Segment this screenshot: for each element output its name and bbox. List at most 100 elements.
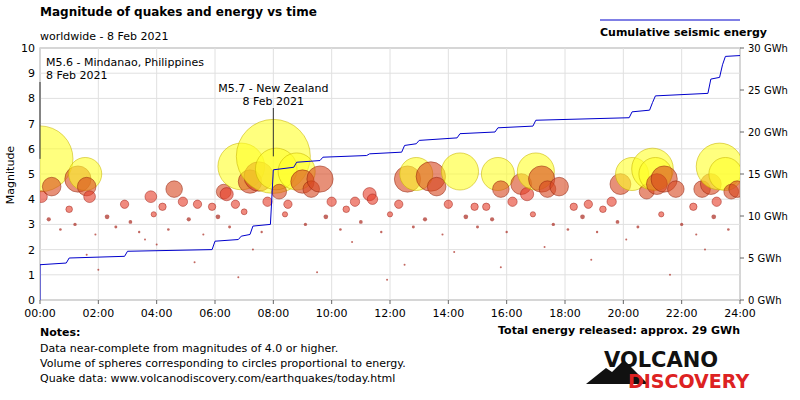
quake-bubble — [444, 200, 452, 208]
quake-bubble — [453, 251, 455, 253]
quake-bubble — [84, 191, 96, 203]
y2-tick-label: 25 GWh — [748, 85, 788, 96]
quake-bubble — [156, 244, 158, 246]
quake-bubble — [704, 249, 706, 251]
note: Volume of spheres corresponding to circl… — [40, 357, 406, 370]
y-tick-label: 2 — [28, 244, 35, 257]
quake-bubble — [260, 231, 262, 233]
quake-bubble — [187, 217, 191, 221]
quake-bubble — [596, 231, 598, 233]
annotation-date: 8 Feb 2021 — [243, 95, 304, 108]
quake-bubble — [304, 223, 307, 226]
y-tick-label: 5 — [28, 168, 35, 181]
plot-area — [40, 56, 740, 300]
plot-frame — [40, 48, 740, 300]
quake-bubble — [178, 197, 187, 206]
x-tick-label: 02:00 — [82, 307, 114, 320]
y2-tick — [740, 132, 744, 133]
quake-bubble — [284, 200, 292, 208]
quake-bubble — [86, 254, 88, 256]
quake-bubble — [544, 246, 546, 248]
quake-bubble — [427, 177, 446, 196]
y-tick-label: 8 — [28, 92, 35, 105]
quake-bubble — [42, 177, 61, 196]
quake-bubble — [367, 194, 377, 204]
x-tick — [740, 300, 741, 304]
quake-bubble — [159, 203, 166, 210]
quake-bubble — [272, 184, 287, 199]
y-tick-label: 0 — [28, 294, 35, 307]
annotation-date: 8 Feb 2021 — [46, 69, 107, 82]
quake-bubble — [395, 200, 403, 208]
x-tick-label: 08:00 — [257, 307, 289, 320]
quake-bubble — [607, 197, 616, 206]
x-tick — [156, 300, 157, 304]
quake-bubble — [350, 197, 359, 206]
quake-bubble — [47, 217, 51, 221]
grid-line — [565, 48, 566, 300]
quake-bubble — [483, 203, 490, 210]
y-tick-label: 9 — [28, 67, 35, 80]
x-tick-label: 00:00 — [24, 307, 56, 320]
x-tick — [565, 300, 566, 304]
quake-bubble — [530, 212, 535, 217]
quake-bubble — [216, 215, 221, 220]
x-tick — [98, 300, 99, 304]
x-tick-label: 24:00 — [724, 307, 756, 320]
legend-line — [600, 20, 740, 21]
quake-bubble — [387, 212, 392, 217]
y2-tick-label: 15 GWh — [748, 169, 788, 180]
quake-bubble — [138, 231, 140, 233]
quake-bubble — [441, 153, 478, 190]
quake-bubble — [500, 266, 502, 268]
total-energy: Total energy released: approx. 29 GWh — [498, 324, 740, 337]
y2-tick — [740, 258, 744, 259]
quake-bubble — [151, 212, 156, 217]
quake-bubble — [729, 181, 740, 198]
quake-bubble — [343, 206, 350, 213]
x-tick — [215, 300, 216, 304]
quake-bubble — [505, 231, 507, 233]
quake-bubble — [712, 197, 721, 206]
x-tick-label: 12:00 — [374, 307, 406, 320]
logo-text: VOLCANO — [604, 348, 718, 372]
quake-bubble — [711, 215, 716, 220]
quake-bubble — [508, 197, 517, 206]
quake-bubble — [231, 200, 239, 208]
quake-bubble — [616, 220, 620, 224]
quake-bubble — [580, 215, 585, 220]
x-tick — [331, 300, 332, 304]
quake-bubble — [220, 188, 233, 201]
y-tick-label: 1 — [28, 269, 35, 282]
quake-bubble — [600, 206, 607, 213]
annotation: M5.7 - New Zealand — [218, 82, 328, 95]
quake-bubble — [339, 228, 342, 231]
x-tick — [40, 300, 41, 304]
y2-tick — [740, 174, 744, 175]
quake-bubble — [114, 225, 117, 228]
y2-tick — [740, 48, 744, 49]
quake-bubble — [145, 191, 157, 203]
quake-bubble — [386, 279, 388, 281]
quake-bubble — [441, 233, 443, 235]
quake-bubble — [129, 220, 133, 224]
y2-tick — [740, 216, 744, 217]
y2-tick-label: 20 GWh — [748, 127, 788, 138]
x-tick-label: 22:00 — [666, 307, 698, 320]
quake-bubble — [584, 200, 592, 208]
title: Magnitude of quakes and energy vs time — [40, 5, 317, 19]
quake-bubble — [567, 228, 570, 231]
quake-bubble — [412, 225, 415, 228]
quake-bubble — [228, 225, 231, 228]
quake-bubble — [636, 225, 639, 228]
quake-bubble — [490, 217, 494, 221]
quake-bubble — [727, 228, 730, 231]
y2-tick-label: 0 GWh — [748, 295, 782, 306]
grid-line — [156, 48, 157, 300]
annotation-line — [273, 108, 274, 156]
y-tick-label: 3 — [28, 218, 35, 231]
subtitle: worldwide - 8 Feb 2021 — [40, 30, 169, 43]
y-tick-label: 10 — [21, 42, 35, 55]
y-axis-label: Magnitude — [4, 146, 17, 205]
annotation-line — [40, 82, 41, 159]
